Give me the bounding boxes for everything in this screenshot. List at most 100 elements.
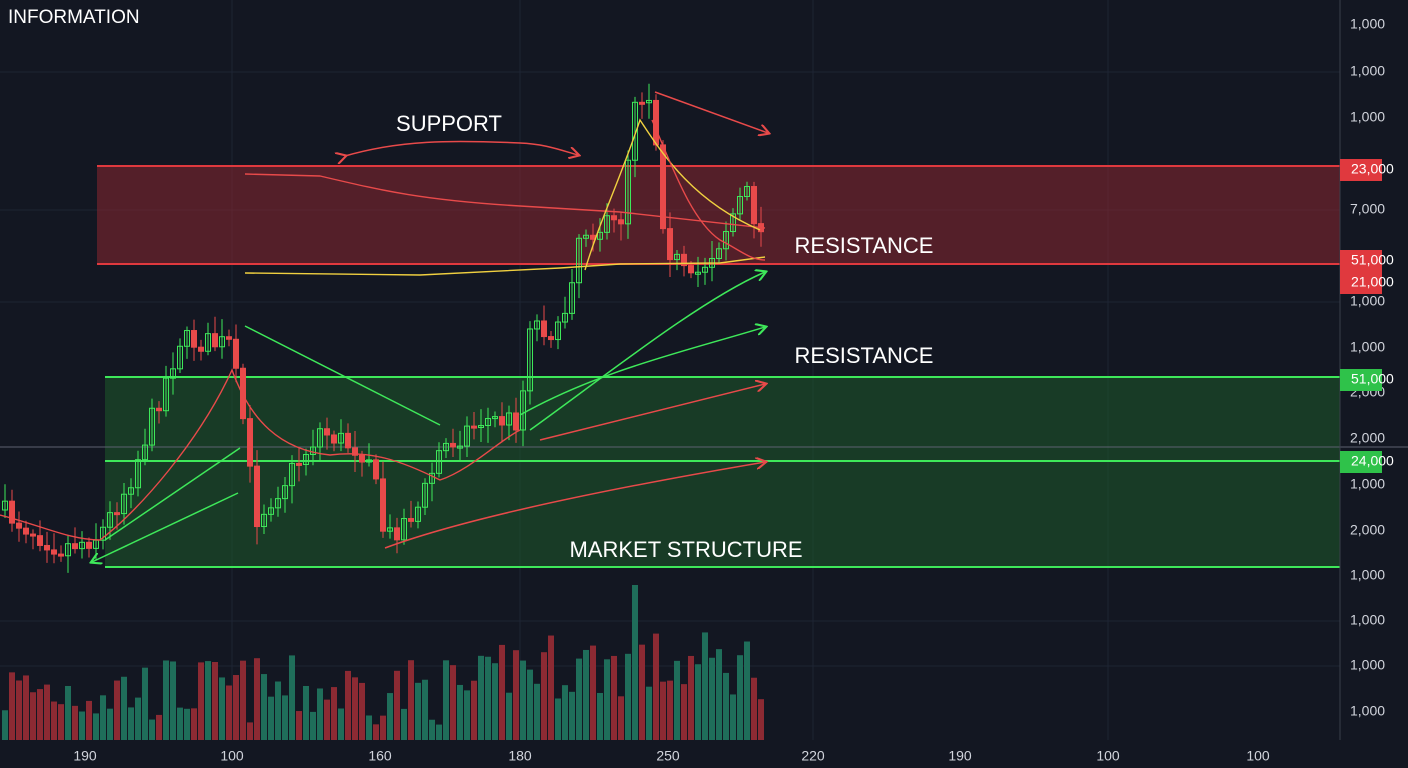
volume-bar <box>170 661 176 740</box>
volume-bar <box>499 644 505 740</box>
y-axis-label: 1,000 <box>1350 339 1385 355</box>
volume-bar <box>457 684 463 740</box>
candle-body <box>597 231 603 240</box>
candles <box>2 83 764 573</box>
volume-bar <box>303 685 309 740</box>
candle-body <box>86 541 92 549</box>
annotation: RESISTANCE <box>795 343 934 368</box>
candle-body <box>443 442 449 452</box>
volume-bar <box>653 633 659 740</box>
price-tag-label: 51,000 <box>1351 252 1394 268</box>
volume-bar <box>86 700 92 740</box>
candle-body <box>30 533 36 537</box>
volume-bar <box>240 660 246 740</box>
candle-body <box>646 99 652 104</box>
volume-bar <box>352 677 358 740</box>
candle-body <box>387 527 393 532</box>
volume-bar <box>415 682 421 740</box>
volume-bar <box>618 696 624 740</box>
candle-body <box>576 237 582 284</box>
price-tag <box>1340 159 1382 181</box>
volume-bar <box>681 684 687 740</box>
candle-body <box>611 215 617 221</box>
candle-body <box>702 266 708 273</box>
candle-body <box>373 459 379 480</box>
volume-bar <box>2 710 8 740</box>
candle-body <box>380 478 386 532</box>
volume-bar <box>37 689 43 740</box>
volume-bar <box>492 663 498 740</box>
volume-bar <box>548 635 554 740</box>
candle-body <box>331 434 337 444</box>
volume <box>2 585 764 740</box>
price-tag <box>1340 272 1382 294</box>
volume-bar <box>513 650 519 740</box>
candle-body <box>464 425 470 447</box>
volume-bar <box>520 660 526 740</box>
candle-body <box>345 432 351 449</box>
volume-bar <box>254 658 260 740</box>
x-axis-label: 190 <box>73 748 97 764</box>
candle-body <box>583 234 589 239</box>
volume-bar <box>30 692 36 740</box>
candle-body <box>65 543 71 557</box>
y-axis-label: 1,000 <box>1350 63 1385 79</box>
volume-bar <box>639 644 645 740</box>
volume-bar <box>226 685 232 740</box>
candle-body <box>590 234 596 240</box>
candle-body <box>44 544 50 551</box>
candle-body <box>310 446 316 455</box>
candle-body <box>401 518 407 541</box>
candle-body <box>415 506 421 522</box>
volume-bar <box>233 675 239 740</box>
candle-body <box>359 454 365 463</box>
volume-bar <box>345 670 351 740</box>
volume-bar <box>114 680 120 740</box>
candle-body <box>548 336 554 341</box>
candle-body <box>177 345 183 370</box>
x-axis-label: 220 <box>801 748 825 764</box>
y-axis-label: 1,000 <box>1350 567 1385 583</box>
x-axis-label: 160 <box>368 748 392 764</box>
volume-bar <box>443 660 449 740</box>
candle-body <box>471 425 477 429</box>
candle-body <box>681 253 687 267</box>
volume-bar <box>660 681 666 740</box>
volume-bar <box>331 687 337 740</box>
volume-bar <box>149 719 155 740</box>
y-axis-label: 1,000 <box>1350 16 1385 32</box>
candle-body <box>667 228 673 261</box>
volume-bar <box>751 677 757 740</box>
volume-bar <box>387 693 393 740</box>
candle-body <box>562 312 568 323</box>
volume-bar <box>730 694 736 740</box>
volume-bar <box>121 676 127 740</box>
candle-body <box>695 271 701 275</box>
volume-bar <box>261 674 267 740</box>
volume-bar <box>758 699 764 740</box>
price-tag-label: 23,000 <box>1351 161 1394 177</box>
candle-body <box>541 320 547 338</box>
volume-bar <box>58 704 64 740</box>
candle-body <box>744 186 750 198</box>
volume-bar <box>471 680 477 740</box>
volume-bar <box>527 669 533 740</box>
volume-bar <box>198 662 204 740</box>
candle-body <box>16 522 22 529</box>
price-tag <box>1340 451 1382 473</box>
candle-body <box>520 390 526 431</box>
candle-body <box>394 527 400 541</box>
candle-body <box>100 526 106 541</box>
volume-bar <box>177 707 183 740</box>
candle-body <box>51 549 57 555</box>
volume-bar <box>632 585 638 740</box>
candle-body <box>149 407 155 446</box>
volume-bar <box>569 691 575 740</box>
volume-bar <box>219 677 225 740</box>
x-axis-label: 100 <box>1096 748 1120 764</box>
price-tag-label: 51,000 <box>1351 371 1394 387</box>
candle-body <box>506 412 512 426</box>
volume-bar <box>506 692 512 740</box>
candle-body <box>639 101 645 105</box>
candle-body <box>114 512 120 516</box>
